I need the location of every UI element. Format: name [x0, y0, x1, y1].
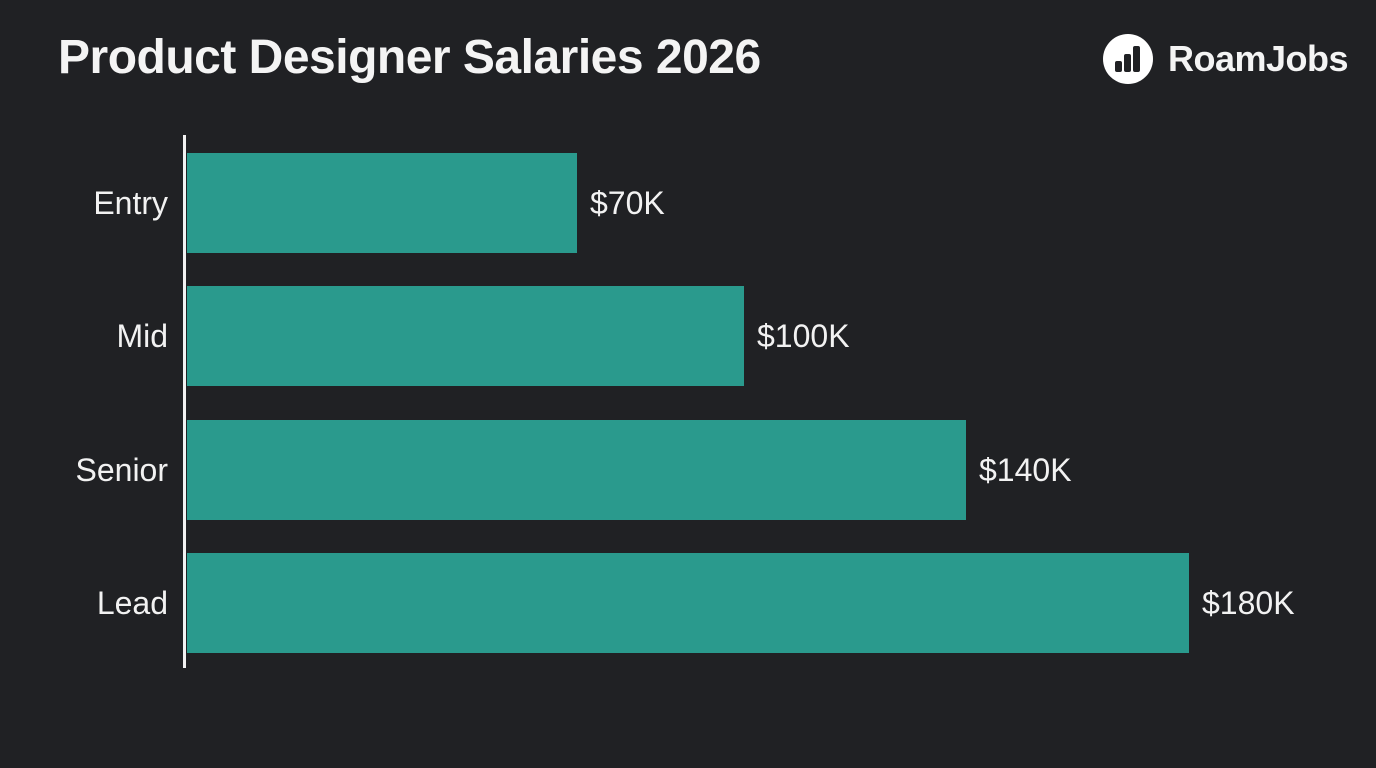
- bar-row-lead: Lead $180K: [0, 552, 1376, 653]
- brand-logo: RoamJobs: [1102, 34, 1349, 84]
- page-title: Product Designer Salaries 2026: [58, 31, 761, 84]
- value-label-senior: $140K: [979, 451, 1072, 488]
- brand-logo-circle: [1102, 34, 1153, 84]
- category-label-mid: Mid: [116, 318, 168, 355]
- bar-row-entry: Entry $70K: [0, 153, 1376, 253]
- value-label-lead: $180K: [1202, 584, 1295, 621]
- bar-senior: [187, 419, 966, 520]
- value-label-entry: $70K: [590, 185, 665, 221]
- bar-row-senior: Senior $140K: [0, 419, 1376, 520]
- bar-row-mid: Mid $100K: [0, 286, 1376, 387]
- bar-entry: [187, 153, 577, 253]
- bar-chart-icon: [1114, 46, 1140, 72]
- brand-name: RoamJobs: [1167, 38, 1349, 79]
- value-label-mid: $100K: [757, 318, 850, 355]
- bar-mid: [187, 286, 744, 387]
- bar-lead: [187, 552, 1189, 653]
- category-label-lead: Lead: [96, 584, 168, 621]
- category-label-entry: Entry: [93, 185, 168, 221]
- y-axis-line: [183, 135, 186, 668]
- category-label-senior: Senior: [75, 451, 169, 488]
